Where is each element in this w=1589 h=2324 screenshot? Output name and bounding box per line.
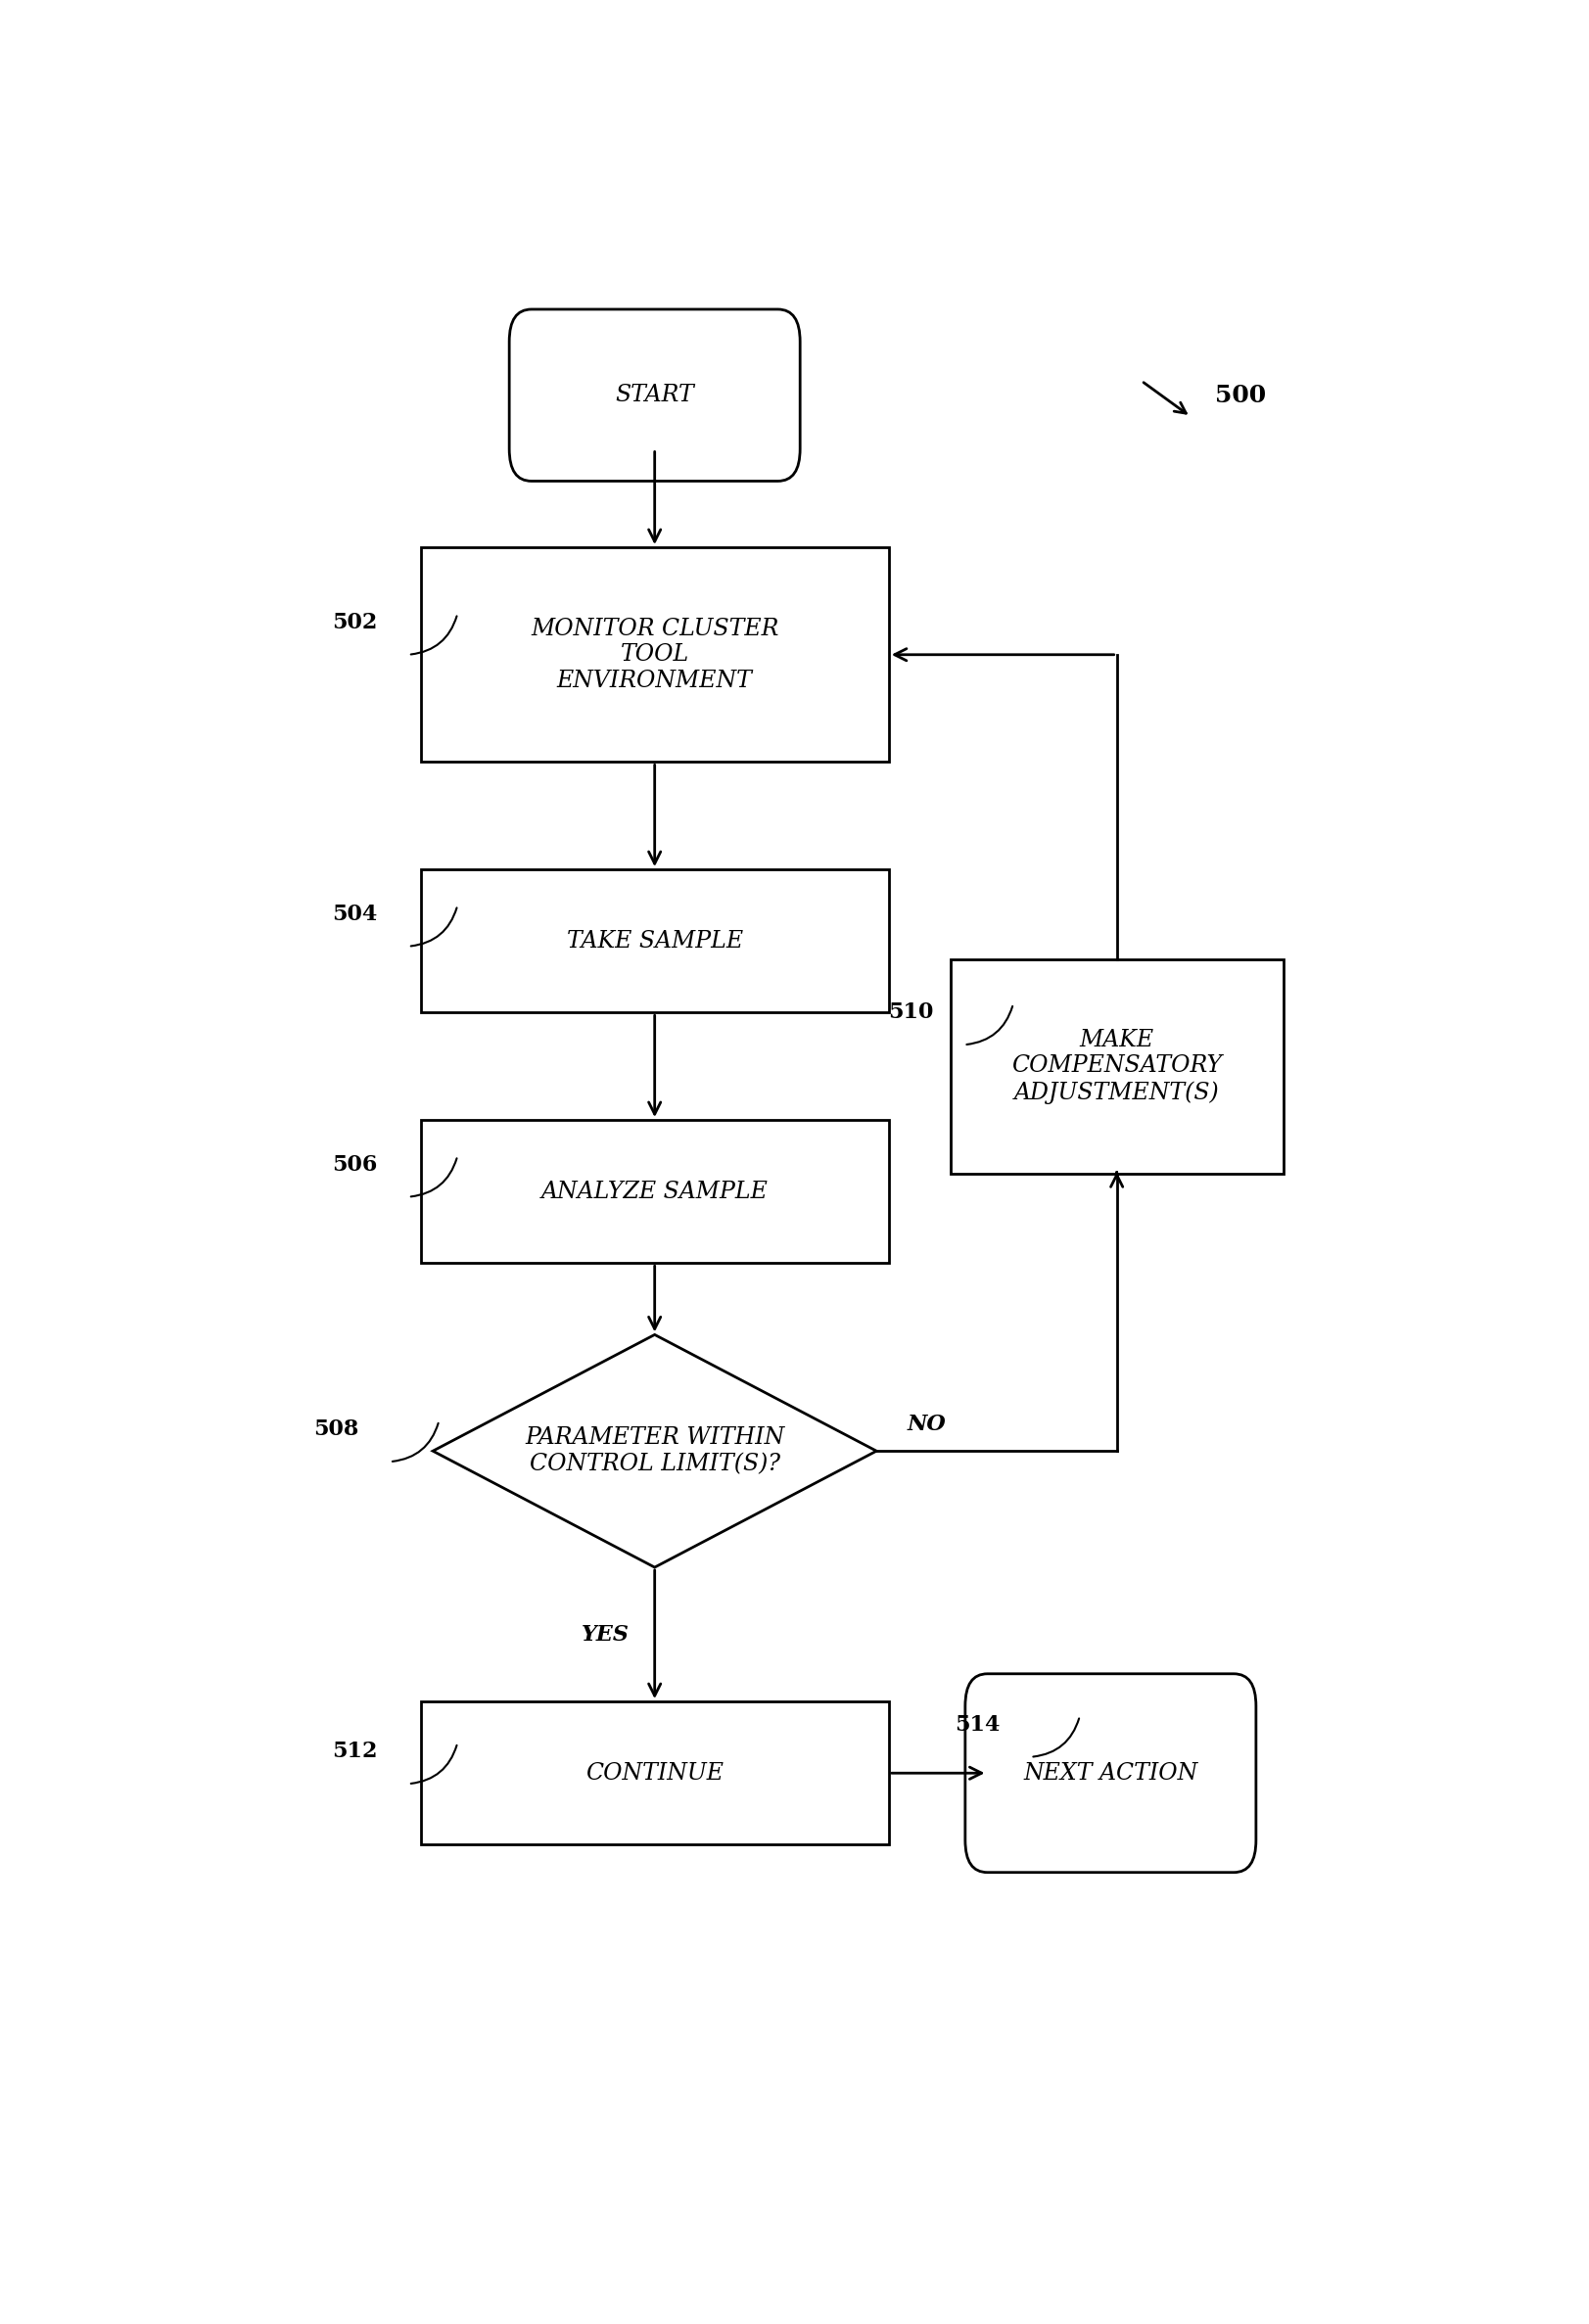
Text: MONITOR CLUSTER
TOOL
ENVIRONMENT: MONITOR CLUSTER TOOL ENVIRONMENT (531, 618, 779, 693)
FancyBboxPatch shape (508, 309, 799, 481)
Text: 506: 506 (332, 1155, 377, 1176)
Text: 502: 502 (332, 611, 377, 632)
Text: 500: 500 (1214, 383, 1265, 407)
Text: TAKE SAMPLE: TAKE SAMPLE (566, 930, 742, 953)
Text: NEXT ACTION: NEXT ACTION (1023, 1762, 1197, 1785)
Bar (419, 869, 888, 1013)
Text: 508: 508 (313, 1418, 359, 1441)
Polygon shape (432, 1334, 876, 1566)
Text: 514: 514 (953, 1715, 999, 1736)
Bar (419, 1701, 888, 1845)
Text: START: START (615, 383, 694, 407)
Text: 512: 512 (332, 1741, 377, 1762)
Text: NO: NO (907, 1413, 945, 1434)
Bar (950, 960, 1282, 1174)
Bar (419, 1120, 888, 1264)
Text: MAKE
COMPENSATORY
ADJUSTMENT(S): MAKE COMPENSATORY ADJUSTMENT(S) (1011, 1030, 1222, 1104)
Text: CONTINUE: CONTINUE (585, 1762, 723, 1785)
Text: 504: 504 (332, 904, 377, 925)
Text: YES: YES (582, 1624, 629, 1645)
FancyBboxPatch shape (965, 1673, 1255, 1873)
Text: 510: 510 (887, 1002, 933, 1023)
Text: PARAMETER WITHIN
CONTROL LIMIT(S)?: PARAMETER WITHIN CONTROL LIMIT(S)? (524, 1427, 783, 1476)
Bar (419, 548, 888, 762)
Text: ANALYZE SAMPLE: ANALYZE SAMPLE (540, 1181, 767, 1204)
